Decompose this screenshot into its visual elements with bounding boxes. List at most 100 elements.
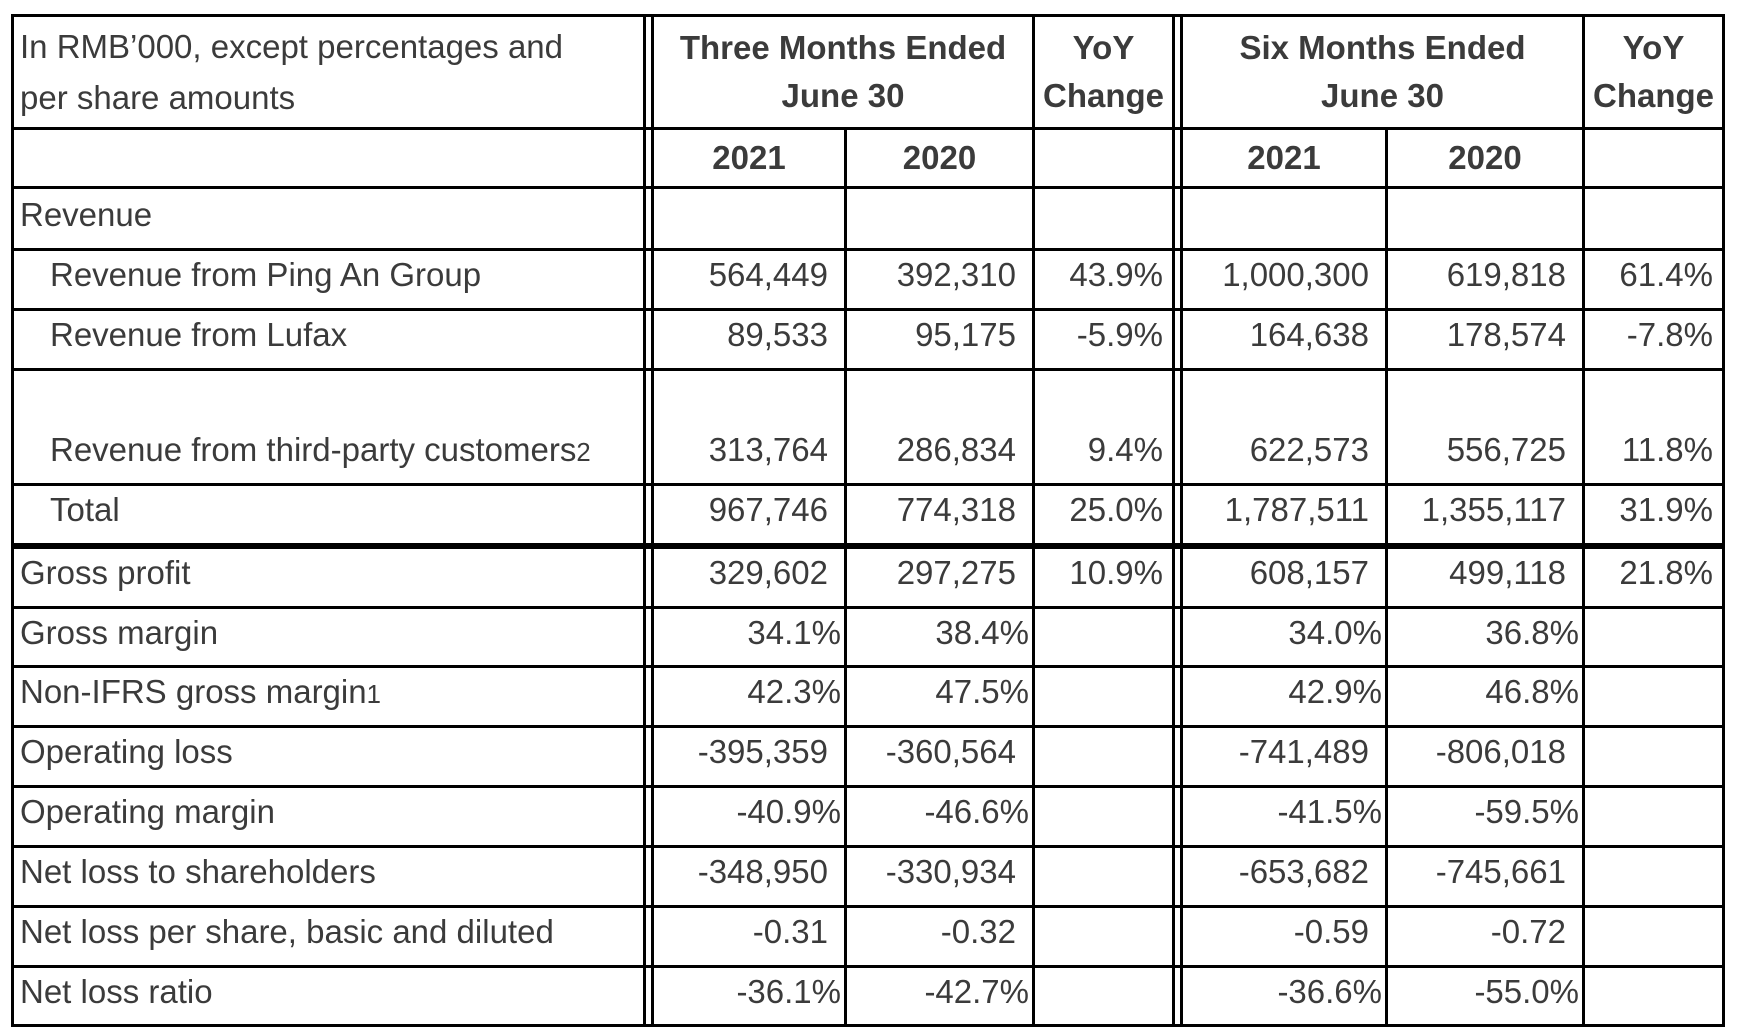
table-row: Net loss per share, basic and diluted -0.… [11,904,1725,968]
footnote-marker: 2 [576,438,591,467]
year-header-6m-2021: 2021 [1180,127,1388,190]
cell-3m-yoy: 43.9% [1032,248,1175,311]
row-label: Operating loss [11,725,646,789]
cell-3m-2020: 286,834 [844,367,1035,486]
financial-summary-table: In RMB’000, except percentages and per s… [11,13,1725,1028]
cell-6m-2020: 36.8% [1385,605,1585,669]
cell-6m-yoy: 21.8% [1582,544,1725,609]
cell-6m-2021: 42.9% [1180,665,1388,729]
cell-3m-2021: 42.3% [651,665,847,729]
cell-3m-2020: -42.7% [844,964,1035,1028]
cell-3m-2021: 329,602 [651,544,847,609]
cell-3m-2020: 774,318 [844,482,1035,549]
empty-yoy-cell [1582,127,1725,190]
cell-3m-yoy: -5.9% [1032,307,1175,371]
cell-3m-2021: 967,746 [651,482,847,549]
table-row: Operating margin -40.9% -46.6% -41.5% -59.5% [11,785,1725,848]
double-rule-spacer [643,13,654,131]
cell-3m-2021: 89,533 [651,307,847,371]
cell-6m-2020: -59.5% [1385,785,1585,848]
row-label: Revenue from Ping An Group [11,248,646,311]
cell-3m-yoy: 25.0% [1032,482,1175,549]
table-row: Revenue from Lufax 89,533 95,175 -5.9% 164,6… [11,307,1725,371]
cell-6m-2020: -0.72 [1385,904,1585,968]
double-rule-spacer [643,785,654,848]
cell-3m-2021: -40.9% [651,785,847,848]
row-label: Operating margin [11,785,646,848]
cell-6m-2021: -741,489 [1180,725,1388,789]
cell-6m-yoy [1582,964,1725,1028]
cell-3m-2020: 38.4% [844,605,1035,669]
cell-6m-2021: -36.6% [1180,964,1388,1028]
year-header-6m-2020: 2020 [1385,127,1585,190]
table-row: Operating loss -395,359 -360,564 -741,489 -8… [11,725,1725,789]
cell-6m-yoy: -7.8% [1582,307,1725,371]
double-rule-spacer [1172,13,1183,131]
row-label: Net loss ratio [11,964,646,1028]
double-rule-spacer [1172,248,1183,311]
double-rule-spacer [1172,482,1183,549]
table-row: Net loss ratio -36.1% -42.7% -36.6% -55.0% [11,964,1725,1028]
table-row: Revenue from third-party customers2 313,7… [11,367,1725,486]
table-body: Revenue Revenue from Ping An Group 564,449… [11,186,1725,1028]
cell-6m-2020: 556,725 [1385,367,1585,486]
table-row: Net loss to shareholders -348,950 -330,934… [11,844,1725,908]
cell-3m-yoy [1032,605,1175,669]
cell-3m-2020: 47.5% [844,665,1035,729]
row-label: Gross margin [11,605,646,669]
row-label: Gross profit [11,544,646,609]
cell-6m-2021: 1,787,511 [1180,482,1388,549]
cell-6m-yoy [1582,725,1725,789]
cell-6m-yoy [1582,665,1725,729]
double-rule-spacer [1172,544,1183,609]
cell-6m-2021: -0.59 [1180,904,1388,968]
results-table: In RMB’000, except percentages and per s… [11,13,1725,1028]
cell-3m-yoy [1032,904,1175,968]
row-label: Total [11,482,646,549]
double-rule-spacer [643,964,654,1028]
footnote-marker: 1 [366,681,381,710]
cell-6m-yoy [1582,186,1725,252]
double-rule-spacer [1172,367,1183,486]
double-rule-spacer [1172,186,1183,252]
double-rule-spacer [643,482,654,549]
double-rule-spacer [643,844,654,908]
cell-6m-2020: 619,818 [1385,248,1585,311]
cell-3m-yoy [1032,964,1175,1028]
table-header: In RMB’000, except percentages and per s… [11,13,1725,190]
year-header-3m-2020: 2020 [844,127,1035,190]
cell-3m-yoy: 10.9% [1032,544,1175,609]
double-rule-spacer [643,904,654,968]
table-row: Gross profit 329,602 297,275 10.9% 608,157 49… [11,544,1725,609]
yoy-change-header-6m: YoY Change [1582,13,1725,131]
double-rule-spacer [643,248,654,311]
row-label: Net loss per share, basic and diluted [11,904,646,968]
table-row: Non-IFRS gross margin1 42.3% 47.5% 42.9% 46.… [11,665,1725,729]
cell-3m-yoy [1032,186,1175,252]
empty-corner-cell [11,127,646,190]
row-label: Net loss to shareholders [11,844,646,908]
cell-6m-2020 [1385,186,1585,252]
cell-6m-yoy [1582,605,1725,669]
row-label: Revenue from Lufax [11,307,646,371]
cell-6m-2021 [1180,186,1388,252]
cell-6m-2020: 499,118 [1385,544,1585,609]
cell-3m-2021: -36.1% [651,964,847,1028]
cell-3m-2020: 95,175 [844,307,1035,371]
units-note: In RMB’000, except percentages and per s… [11,13,646,131]
table-row: Gross margin 34.1% 38.4% 34.0% 36.8% [11,605,1725,669]
cell-6m-yoy [1582,785,1725,848]
cell-3m-2020: -0.32 [844,904,1035,968]
cell-3m-2020: -46.6% [844,785,1035,848]
cell-3m-2021: 34.1% [651,605,847,669]
double-rule-spacer [643,127,654,190]
cell-6m-2021: -653,682 [1180,844,1388,908]
cell-3m-2021 [651,186,847,252]
cell-3m-yoy [1032,844,1175,908]
cell-3m-2021: 564,449 [651,248,847,311]
cell-3m-2021: -395,359 [651,725,847,789]
group-three-months-ended: Three Months Ended June 30 [651,13,1035,131]
yoy-change-header-3m: YoY Change [1032,13,1175,131]
table-row: Revenue from Ping An Group 564,449 392,310… [11,248,1725,311]
double-rule-spacer [1172,844,1183,908]
